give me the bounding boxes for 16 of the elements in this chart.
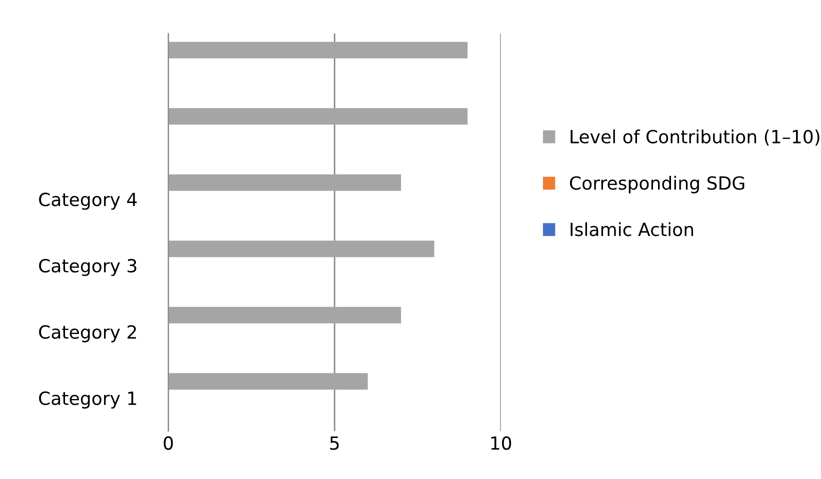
y-tick-label: Category 4 [39,192,137,210]
y-tick-label: Category 1 [39,391,136,409]
legend-label: Corresponding SDG [570,176,744,194]
x-tick-label: 10 [491,436,512,450]
legend-label: Level of Contribution (1–10) [570,130,820,146]
x-tick-label: 5 [330,436,339,450]
bar [168,174,402,191]
y-tick-label: Category 3 [39,258,136,276]
bar [168,108,468,125]
x-tick-label: 0 [164,436,173,450]
bar [168,306,402,324]
y-tick-label: Category 2 [39,325,136,342]
legend-label: Islamic Action [570,222,694,236]
bar [168,42,468,58]
bar [168,240,434,258]
bar [168,373,368,390]
